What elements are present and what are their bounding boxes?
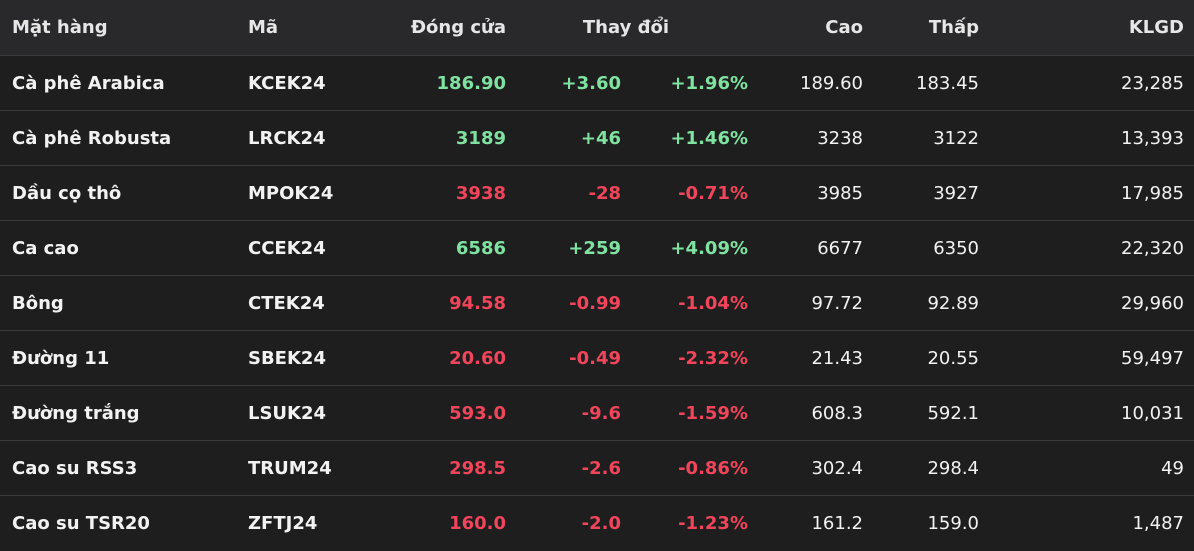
table-row[interactable]: Bông CTEK24 94.58 -0.99 -1.04% 97.72 92.… [0, 276, 1194, 331]
header-change[interactable]: Thay đổi [582, 17, 669, 38]
close-price: 593.0 [449, 402, 506, 424]
header-code[interactable]: Mã [248, 17, 279, 38]
low-price: 92.89 [927, 292, 979, 314]
low-price: 20.55 [927, 347, 979, 369]
trade-volume: 22,320 [1121, 237, 1184, 259]
commodity-name: Bông [12, 292, 64, 314]
trade-volume: 59,497 [1121, 347, 1184, 369]
close-price: 3938 [455, 182, 506, 204]
commodity-name: Đường trắng [12, 402, 140, 424]
table-row[interactable]: Cà phê Robusta LRCK24 3189 +46 +1.46% 32… [0, 111, 1194, 166]
close-price: 186.90 [436, 72, 506, 94]
close-price: 94.58 [449, 292, 506, 314]
commodity-name: Cao su RSS3 [12, 457, 138, 479]
trade-volume: 23,285 [1121, 72, 1184, 94]
low-price: 298.4 [927, 457, 979, 479]
trade-volume: 13,393 [1121, 127, 1184, 149]
table-row[interactable]: Đường trắng LSUK24 593.0 -9.6 -1.59% 608… [0, 386, 1194, 441]
low-price: 3927 [933, 182, 979, 204]
price-change: -2.0 [581, 513, 621, 534]
high-price: 6677 [817, 237, 863, 259]
table-row[interactable]: Ca cao CCEK24 6586 +259 +4.09% 6677 6350… [0, 221, 1194, 276]
trade-volume: 49 [1161, 457, 1184, 479]
price-change: -9.6 [581, 402, 621, 424]
low-price: 592.1 [927, 402, 979, 424]
header-high[interactable]: Cao [825, 17, 863, 38]
table-row[interactable]: Đường 11 SBEK24 20.60 -0.49 -2.32% 21.43… [0, 331, 1194, 386]
commodity-name: Đường 11 [12, 347, 110, 369]
table-row[interactable]: Dầu cọ thô MPOK24 3938 -28 -0.71% 3985 3… [0, 166, 1194, 221]
price-change: +259 [568, 237, 621, 259]
high-price: 97.72 [811, 292, 863, 314]
table-row[interactable]: Cà phê Arabica KCEK24 186.90 +3.60 +1.96… [0, 56, 1194, 111]
percent-change: -1.23% [678, 513, 748, 534]
close-price: 298.5 [449, 457, 506, 479]
price-change: -0.99 [569, 292, 621, 314]
high-price: 302.4 [811, 457, 863, 479]
commodity-code: KCEK24 [248, 72, 326, 94]
percent-change: -1.04% [678, 292, 748, 314]
close-price: 3189 [455, 127, 506, 149]
header-name[interactable]: Mặt hàng [12, 17, 108, 38]
commodity-code: SBEK24 [248, 347, 326, 369]
trade-volume: 1,487 [1132, 513, 1184, 534]
table-row[interactable]: Cao su RSS3 TRUM24 298.5 -2.6 -0.86% 302… [0, 441, 1194, 496]
high-price: 189.60 [800, 72, 863, 94]
trade-volume: 17,985 [1121, 182, 1184, 204]
commodity-name: Ca cao [12, 237, 79, 259]
commodity-name: Dầu cọ thô [12, 182, 122, 204]
percent-change: -2.32% [678, 347, 748, 369]
low-price: 3122 [933, 127, 979, 149]
commodity-name: Cao su TSR20 [12, 513, 150, 534]
commodity-name: Cà phê Arabica [12, 72, 165, 94]
close-price: 160.0 [449, 513, 506, 534]
header-volume[interactable]: KLGD [1128, 17, 1184, 38]
commodity-code: ZFTJ24 [248, 513, 318, 534]
price-change: -2.6 [581, 457, 621, 479]
high-price: 3238 [817, 127, 863, 149]
commodity-code: LRCK24 [248, 127, 326, 149]
commodity-code: LSUK24 [248, 402, 327, 424]
close-price: 20.60 [449, 347, 506, 369]
commodity-code: TRUM24 [248, 457, 332, 479]
high-price: 21.43 [811, 347, 863, 369]
table-header-row: Mặt hàng Mã Đóng cửa Thay đổi Cao Thấp K… [0, 0, 1194, 56]
percent-change: +4.09% [670, 237, 748, 259]
commodity-name: Cà phê Robusta [12, 127, 172, 149]
low-price: 159.0 [927, 513, 979, 534]
header-low[interactable]: Thấp [928, 17, 979, 38]
percent-change: -1.59% [678, 402, 748, 424]
high-price: 608.3 [811, 402, 863, 424]
trade-volume: 29,960 [1121, 292, 1184, 314]
percent-change: -0.86% [678, 457, 748, 479]
table-row[interactable]: Cao su TSR20 ZFTJ24 160.0 -2.0 -1.23% 16… [0, 496, 1194, 551]
commodity-code: CCEK24 [248, 237, 326, 259]
commodity-code: MPOK24 [248, 182, 334, 204]
percent-change: +1.46% [670, 127, 748, 149]
high-price: 3985 [817, 182, 863, 204]
price-change: +3.60 [561, 72, 622, 94]
close-price: 6586 [455, 237, 506, 259]
low-price: 6350 [933, 237, 979, 259]
price-change: +46 [580, 127, 621, 149]
header-close[interactable]: Đóng cửa [410, 17, 506, 38]
low-price: 183.45 [916, 72, 979, 94]
percent-change: +1.96% [670, 72, 748, 94]
price-change: -28 [588, 182, 621, 204]
price-change: -0.49 [569, 347, 621, 369]
trade-volume: 10,031 [1121, 402, 1184, 424]
high-price: 161.2 [811, 513, 863, 534]
percent-change: -0.71% [678, 182, 748, 204]
commodity-code: CTEK24 [248, 292, 325, 314]
